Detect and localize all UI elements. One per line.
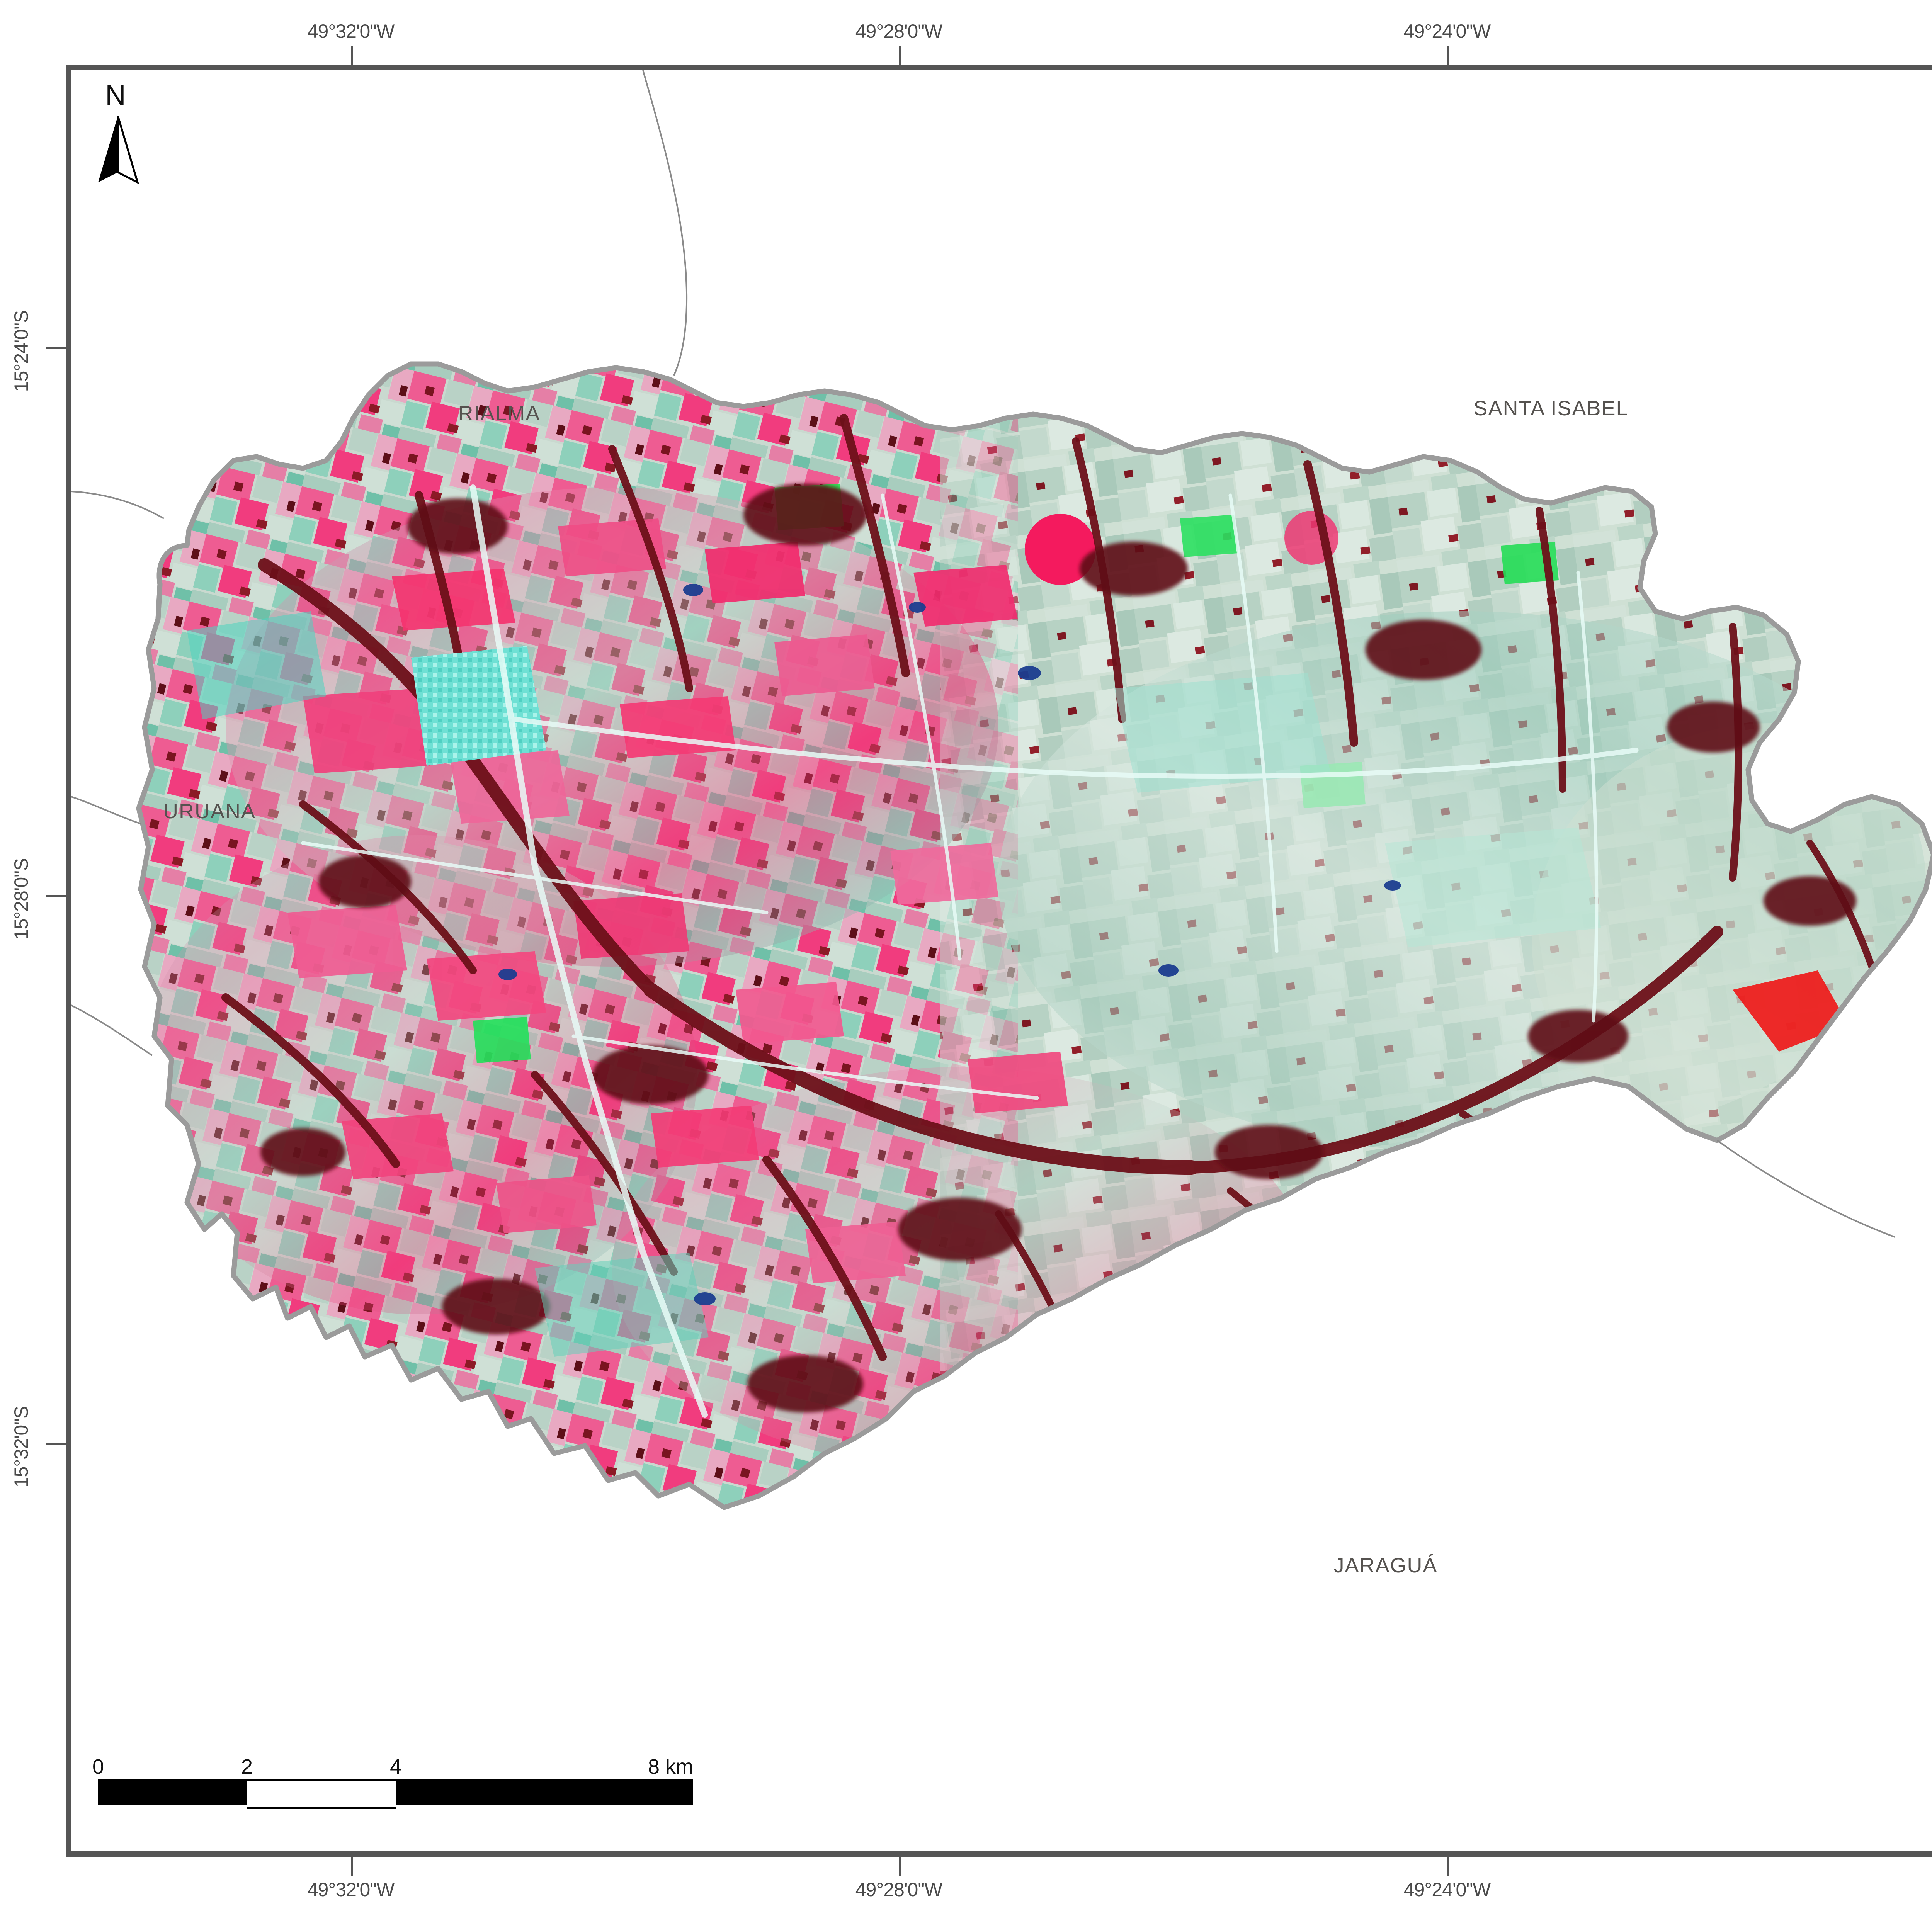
- map-canvas[interactable]: RIALMA SANTA ISABEL URUANA JARAGUÁ N 0 2…: [71, 70, 1932, 1851]
- tick-top-1: [351, 46, 353, 70]
- scale-bar-body: [98, 1779, 693, 1809]
- tick-bottom-3: [1447, 1851, 1449, 1876]
- coord-top-3: 49°24'0"W: [1403, 20, 1491, 42]
- scale-segment-3: [396, 1779, 693, 1805]
- map-frame: RIALMA SANTA ISABEL URUANA JARAGUÁ N 0 2…: [66, 65, 1932, 1857]
- municipality-imagery: [139, 364, 1932, 1507]
- scale-bar: 0 2 4 8 km: [92, 1755, 693, 1809]
- scale-tick-0: 0: [92, 1755, 104, 1778]
- tick-left-1: [46, 347, 70, 349]
- place-label-rialma: RIALMA: [458, 402, 541, 425]
- tick-top-3: [1447, 46, 1449, 70]
- tick-top-2: [899, 46, 901, 70]
- neighbour-boundaries: [71, 70, 1895, 1238]
- coord-top-1: 49°32'0"W: [307, 20, 395, 42]
- north-arrow-label: N: [105, 79, 126, 111]
- satellite-mosaic: [71, 70, 1932, 1510]
- north-arrow: N: [90, 79, 141, 184]
- coord-bottom-3: 49°24'0"W: [1403, 1879, 1491, 1900]
- tick-left-3: [46, 1443, 70, 1445]
- scale-tick-8: 8 km: [648, 1755, 693, 1778]
- scale-tick-2: 2: [241, 1755, 253, 1778]
- place-label-jaragua: JARAGUÁ: [1333, 1554, 1438, 1577]
- scale-tick-4: 4: [389, 1755, 402, 1778]
- scale-segment-2: [247, 1779, 396, 1809]
- tick-bottom-1: [351, 1851, 353, 1876]
- tick-left-2: [46, 895, 70, 897]
- coord-top-2: 49°28'0"W: [855, 20, 943, 42]
- scale-segment-1: [98, 1779, 247, 1805]
- place-label-santa-isabel: SANTA ISABEL: [1473, 397, 1629, 420]
- coord-bottom-1: 49°32'0"W: [307, 1879, 395, 1900]
- tick-bottom-2: [899, 1851, 901, 1876]
- coord-bottom-2: 49°28'0"W: [855, 1879, 943, 1900]
- coord-left-2: 15°28'0"S: [10, 858, 32, 940]
- coord-left-1: 15°24'0"S: [10, 310, 32, 392]
- scale-bar-ticks: 0 2 4 8 km: [92, 1755, 693, 1779]
- coord-left-3: 15°32'0"S: [10, 1406, 32, 1488]
- place-label-uruana: URUANA: [163, 800, 256, 823]
- urban-area: [411, 646, 546, 766]
